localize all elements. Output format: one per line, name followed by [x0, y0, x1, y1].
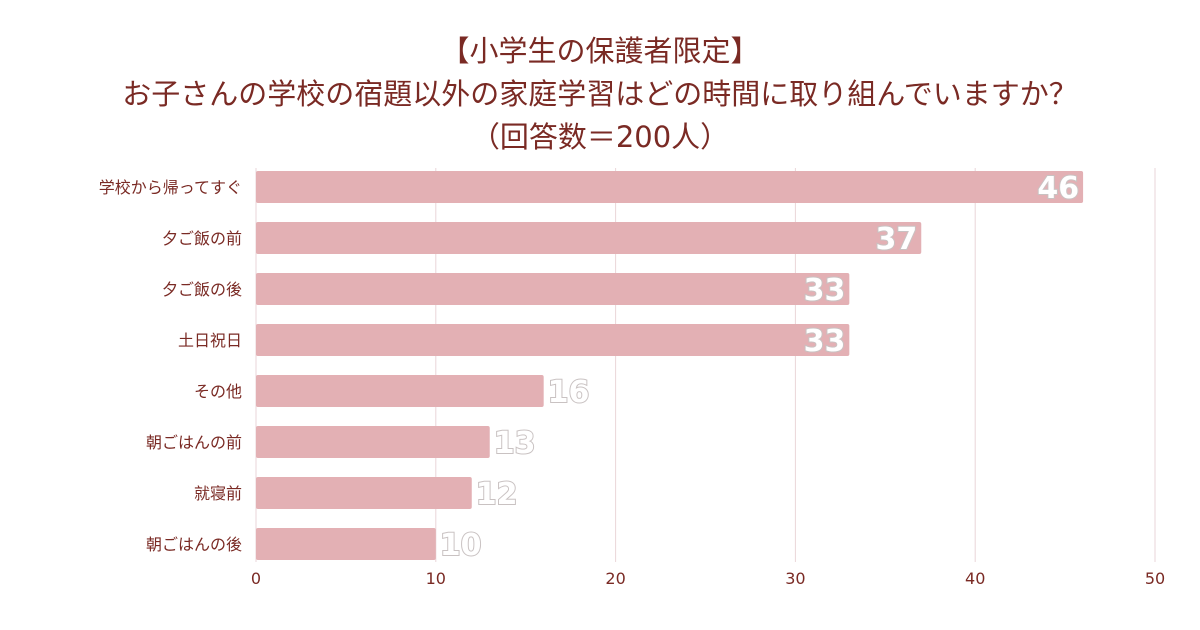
- x-tick-label: 30: [785, 569, 805, 588]
- value-label: 33: [804, 324, 846, 359]
- category-label: 朝ごはんの後: [146, 535, 242, 554]
- bar: [256, 171, 1084, 203]
- bar: [256, 273, 850, 305]
- labels: 0 10 20 30 40 50 学校から帰ってすぐ 46 夕ご飯の前 37 夕ご飯の後 33 土日祝日…: [99, 170, 1165, 588]
- category-label: 朝ごはんの前: [146, 433, 242, 452]
- bar: [256, 324, 850, 356]
- title-line-3: （回答数＝200人）: [470, 120, 730, 154]
- x-tick-label: 10: [426, 569, 446, 588]
- chart-title: 【小学生の保護者限定】 お子さんの学校の宿題以外の家庭学習はどの時間に取り組んで…: [0, 30, 1200, 159]
- x-tick-label: 40: [965, 569, 985, 588]
- bar: [256, 426, 490, 458]
- category-label: 土日祝日: [178, 331, 242, 350]
- value-label: 13: [494, 426, 536, 461]
- x-tick-label: 0: [251, 569, 261, 588]
- bar: [256, 528, 436, 560]
- bars: [256, 171, 1084, 560]
- title-line-1: 【小学生の保護者限定】: [440, 34, 760, 68]
- category-label: その他: [194, 382, 242, 401]
- category-label: 夕ご飯の後: [162, 280, 242, 299]
- x-tick-label: 20: [605, 569, 625, 588]
- title-line-2: お子さんの学校の宿題以外の家庭学習はどの時間に取り組んでいますか？: [122, 77, 1078, 111]
- category-label: 学校から帰ってすぐ: [99, 178, 242, 197]
- value-label: 16: [548, 375, 590, 410]
- bar: [256, 477, 472, 509]
- x-tick-label: 50: [1145, 569, 1165, 588]
- value-label: 33: [804, 273, 846, 308]
- value-label: 37: [876, 222, 918, 257]
- value-label: 10: [440, 528, 482, 563]
- category-label: 就寝前: [194, 484, 242, 503]
- value-label: 12: [476, 477, 518, 512]
- category-label: 夕ご飯の前: [162, 229, 242, 248]
- bar: [256, 222, 922, 254]
- value-label: 46: [1037, 171, 1079, 206]
- bar: [256, 375, 544, 407]
